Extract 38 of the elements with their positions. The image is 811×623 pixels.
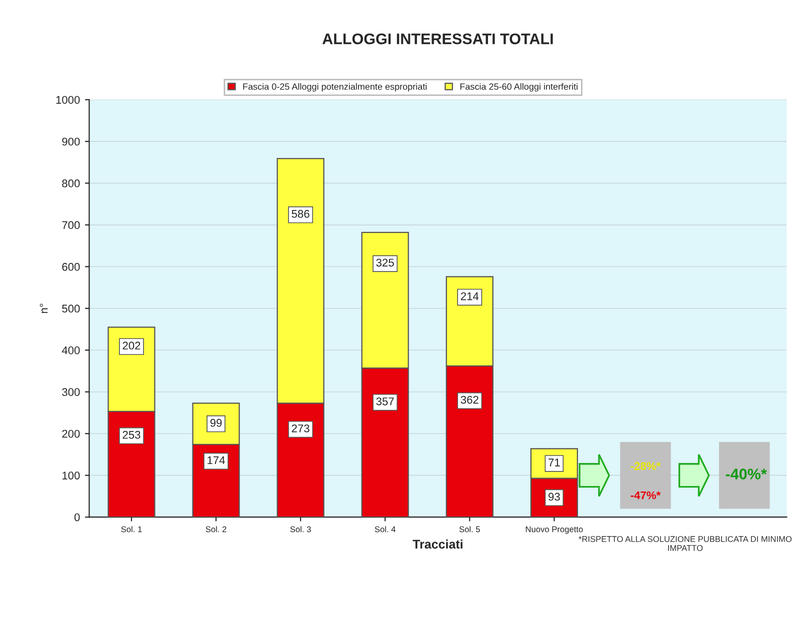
text: *RISPETTO ALLA SOLUZIONE PUBBLICATA DI MINIMO IMPATTO [578,536,792,551]
data-label: 325 [376,258,394,267]
data-label: 273 [292,424,310,432]
data-label: 71 [548,458,560,466]
y-tick-label: 600 [62,262,80,271]
x-tick-label: Sol. 2 [206,526,226,532]
y-tick-label: 300 [62,388,80,396]
text: -47%* [630,491,661,500]
y-tick-label: 100 [62,472,80,480]
x-tick-label: Nuovo Progetto [526,526,583,534]
data-label: 174 [208,456,225,464]
data-label: 362 [460,396,478,404]
y-tick-label: 800 [62,179,80,188]
text: -40%* [726,468,767,480]
y-tick-label: 1000 [56,96,80,104]
data-label: 586 [292,210,310,218]
y-tick-label: 500 [62,304,80,313]
data-label: 253 [122,430,140,439]
x-tick-label: Sol. 5 [459,526,480,532]
text: -28%* [630,462,661,470]
data-label: 357 [376,397,394,406]
data-label: 202 [122,342,140,350]
y-tick-label: 900 [62,138,80,146]
x-tick-label: Sol. 1 [121,526,142,532]
data-label: 93 [548,492,560,501]
data-label: 99 [210,418,222,427]
x-tick-label: Sol. 4 [374,526,396,532]
y-axis-title: n° [40,304,48,313]
y-tick-label: 0 [74,513,80,522]
legend-label: Fascia 0-25 Alloggi potenzialmente espropriati [243,83,427,92]
y-tick-label: 400 [62,346,80,354]
y-tick-label: 200 [62,430,80,438]
legend-label: Fascia 25-60 Alloggi interferiti [460,83,578,92]
y-tick-label: 700 [62,221,80,230]
data-label: 214 [460,292,479,300]
x-tick-label: Sol. 3 [290,526,311,532]
x-axis-title: Tracciati [412,539,462,549]
chart-title: ALLOGGI INTERESSATI TOTALI [322,33,553,44]
